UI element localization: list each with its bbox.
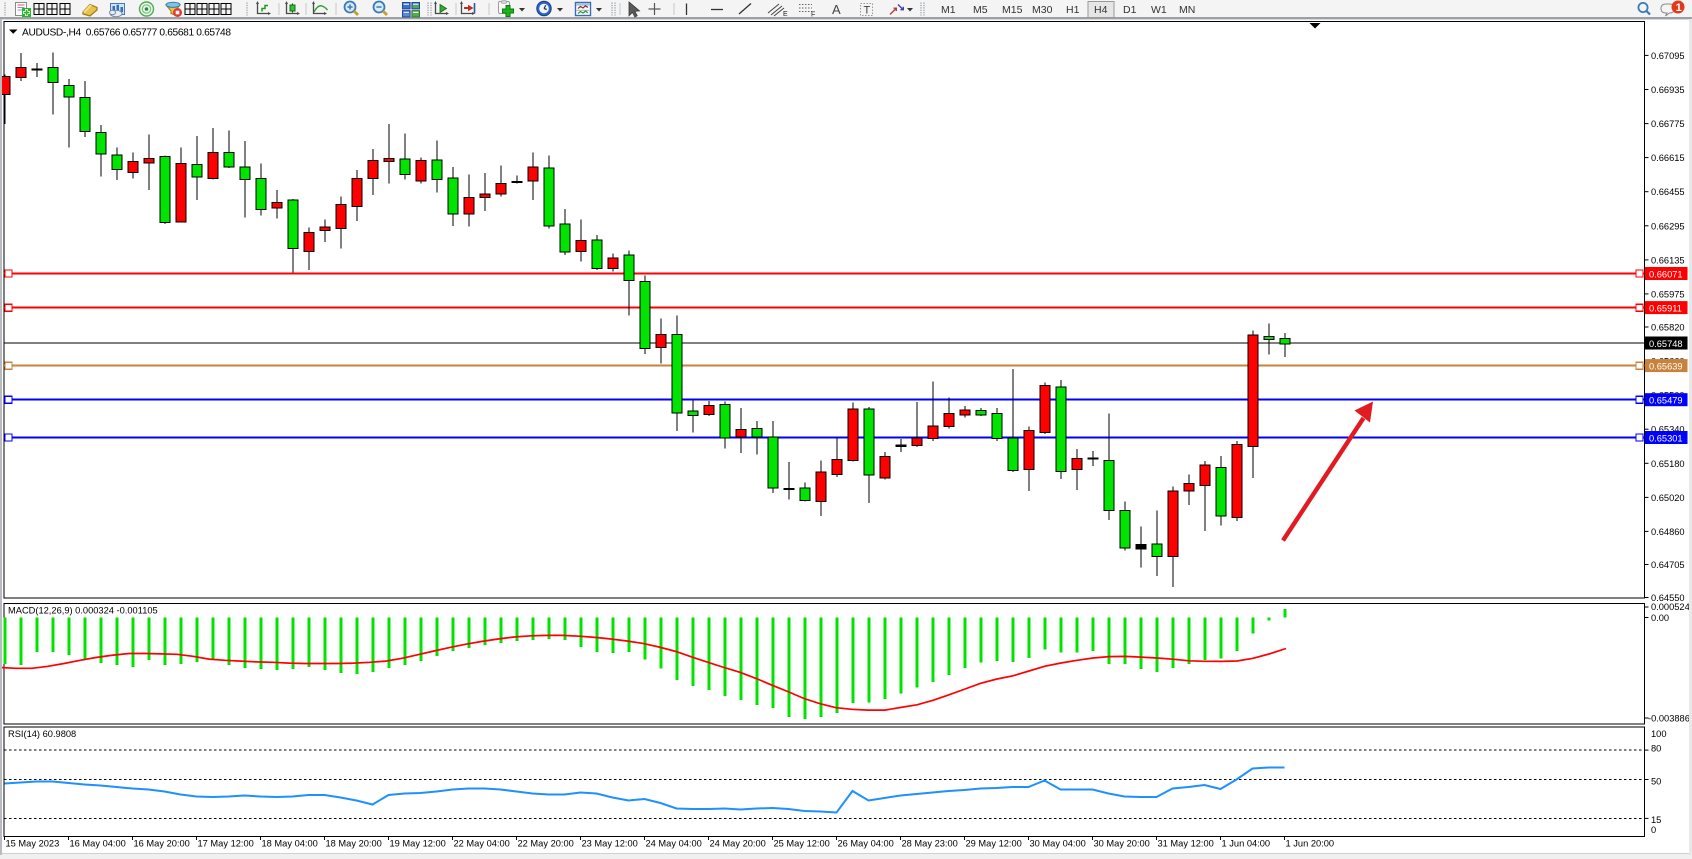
svg-text:M15: M15: [1002, 4, 1023, 16]
svg-text:0.67095: 0.67095: [1651, 51, 1685, 61]
svg-text:30 May 20:00: 30 May 20:00: [1094, 839, 1150, 849]
svg-text:0.00: 0.00: [1651, 613, 1669, 623]
svg-text:H1: H1: [1066, 4, 1080, 16]
svg-text:18 May 20:00: 18 May 20:00: [326, 839, 382, 849]
svg-text:0.65479: 0.65479: [1649, 396, 1683, 406]
svg-text:1: 1: [1676, 2, 1682, 14]
svg-text:0.65180: 0.65180: [1651, 459, 1685, 469]
svg-text:0.000524: 0.000524: [1651, 602, 1690, 612]
svg-text:F: F: [811, 12, 815, 19]
svg-text:MACD(12,26,9) 0.000324 -0.0011: MACD(12,26,9) 0.000324 -0.001105: [8, 606, 158, 616]
svg-text:16 May 04:00: 16 May 04:00: [70, 839, 126, 849]
svg-text:0.65820: 0.65820: [1651, 323, 1685, 333]
svg-text:22 May 20:00: 22 May 20:00: [518, 839, 574, 849]
svg-text:W1: W1: [1151, 4, 1167, 16]
svg-text:0.65975: 0.65975: [1651, 289, 1685, 299]
svg-text:0.66935: 0.66935: [1651, 85, 1685, 95]
svg-text:17 May 12:00: 17 May 12:00: [198, 839, 254, 849]
svg-text:100: 100: [1651, 729, 1667, 739]
svg-text:24 May 20:00: 24 May 20:00: [710, 839, 766, 849]
svg-text:RSI(14) 60.9808: RSI(14) 60.9808: [8, 729, 76, 739]
svg-text:0.65301: 0.65301: [1649, 433, 1683, 443]
svg-text:19 May 12:00: 19 May 12:00: [390, 839, 446, 849]
svg-text:M1: M1: [941, 4, 956, 16]
svg-text:16 May 20:00: 16 May 20:00: [134, 839, 190, 849]
svg-text:80: 80: [1651, 744, 1661, 754]
svg-text:15: 15: [1651, 815, 1661, 825]
svg-text:1 Jun 04:00: 1 Jun 04:00: [1222, 839, 1271, 849]
svg-text:0.65911: 0.65911: [1649, 303, 1682, 313]
svg-text:0: 0: [1651, 825, 1656, 835]
svg-text:M30: M30: [1032, 4, 1053, 16]
svg-text:0.66295: 0.66295: [1651, 221, 1685, 231]
svg-text:0.64550: 0.64550: [1651, 593, 1685, 603]
svg-text:24 May 04:00: 24 May 04:00: [646, 839, 702, 849]
svg-text:0.66455: 0.66455: [1651, 187, 1685, 197]
svg-text:31 May 12:00: 31 May 12:00: [1158, 839, 1214, 849]
svg-text:23 May 12:00: 23 May 12:00: [582, 839, 638, 849]
svg-text:1 Jun 20:00: 1 Jun 20:00: [1286, 839, 1335, 849]
svg-text:AUDUSD-,H4 0.65766 0.65777 0.: AUDUSD-,H4 0.65766 0.65777 0.65681 0.657…: [22, 28, 231, 39]
svg-text:M5: M5: [973, 4, 988, 16]
svg-text:T: T: [864, 5, 871, 17]
svg-text:0.66775: 0.66775: [1651, 119, 1685, 129]
svg-text:D1: D1: [1123, 4, 1137, 16]
svg-text:H4: H4: [1094, 4, 1108, 16]
svg-text:26 May 04:00: 26 May 04:00: [838, 839, 894, 849]
svg-text:22 May 04:00: 22 May 04:00: [454, 839, 510, 849]
svg-text:18 May 04:00: 18 May 04:00: [262, 839, 318, 849]
svg-text:30 May 04:00: 30 May 04:00: [1030, 839, 1086, 849]
svg-text:0.66071: 0.66071: [1649, 269, 1683, 279]
svg-text:E: E: [783, 11, 788, 18]
svg-text:-0.003886: -0.003886: [1648, 714, 1690, 724]
svg-text:MN: MN: [1179, 4, 1195, 16]
svg-text:0.66615: 0.66615: [1651, 153, 1685, 163]
svg-text:50: 50: [1651, 777, 1661, 787]
svg-text:A: A: [832, 2, 841, 17]
svg-text:0.65020: 0.65020: [1651, 493, 1685, 503]
svg-text:15 May 2023: 15 May 2023: [6, 839, 60, 849]
svg-text:0.65639: 0.65639: [1649, 361, 1683, 371]
svg-text:0.66135: 0.66135: [1651, 255, 1685, 265]
svg-text:0.65748: 0.65748: [1649, 339, 1683, 349]
svg-text:0.65340: 0.65340: [1651, 425, 1685, 435]
svg-text:0.64860: 0.64860: [1651, 527, 1685, 537]
svg-text:29 May 12:00: 29 May 12:00: [966, 839, 1022, 849]
svg-text:25 May 12:00: 25 May 12:00: [774, 839, 830, 849]
svg-text:28 May 23:00: 28 May 23:00: [902, 839, 958, 849]
svg-text:0.64705: 0.64705: [1651, 560, 1685, 570]
